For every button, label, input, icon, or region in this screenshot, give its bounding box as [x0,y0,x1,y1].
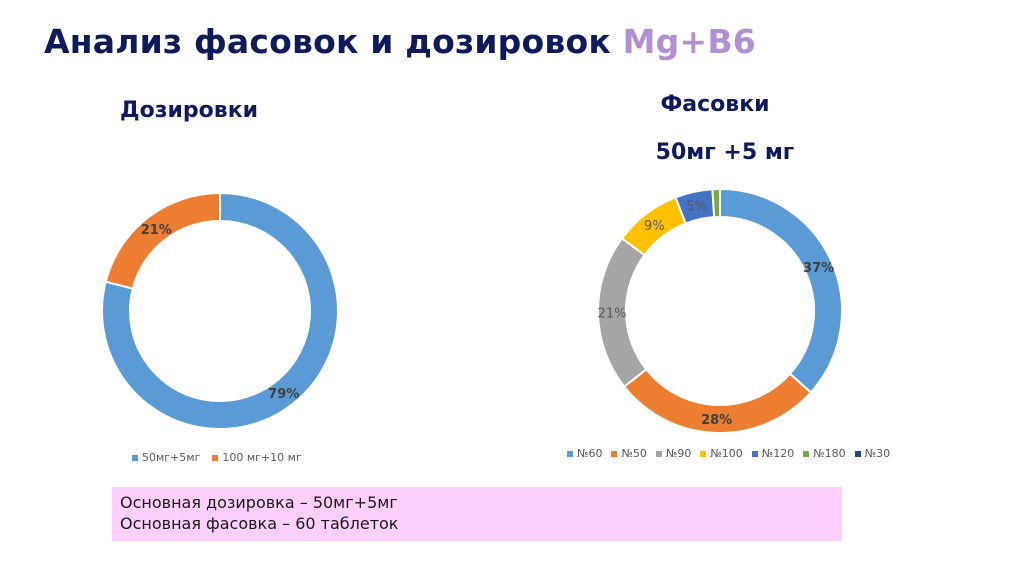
data-label--60: 37% [803,261,834,276]
legend-label--50: №50 [621,447,647,460]
legend-swatch-100-мг-10-мг [212,454,219,461]
legend-label-50мг-5мг: 50мг+5мг [142,451,201,464]
page-title-main: Анализ фасовок и дозировок [44,22,623,61]
slice--60 [719,187,843,394]
legend-label--90: №90 [665,447,692,460]
legend-item--50: №50 [611,447,647,460]
page-title-accent: Mg+B6 [622,22,756,61]
packaging-legend: №60 №50 №90 №100 №120 №180 №30 [567,447,899,460]
legend-swatch--50 [611,450,618,457]
dosage-chart-heading: Дозировки [120,98,259,123]
legend-item--100: №100 [700,447,743,460]
legend-swatch--120 [751,450,758,457]
legend-label--30: №30 [864,447,891,460]
summary-note-line-2: Основная фасовка – 60 таблеток [120,514,399,533]
legend-item-100-мг-10-мг: 100 мг+10 мг [212,451,302,464]
summary-note: Основная дозировка – 50мг+5мг Основная ф… [112,487,842,541]
legend-swatch--180 [803,450,810,457]
legend-item-50мг-5мг: 50мг+5мг [132,451,200,464]
legend-label--100: №100 [710,447,743,460]
data-label--100: 9% [644,219,665,234]
slice-100-мг-10-мг [104,191,221,290]
legend-label--60: №60 [577,447,603,460]
data-label--50: 28% [701,413,732,428]
legend-item--30: №30 [854,447,891,460]
data-label--90: 21% [598,307,627,322]
legend-item--180: №180 [803,447,846,460]
dosage-legend: 50мг+5мг 100 мг+10 мг [132,451,302,464]
legend-item--60: №60 [567,447,602,460]
legend-swatch-50мг-5мг [132,454,138,461]
legend-swatch--60 [567,450,573,457]
data-label--120: 5% [686,200,707,215]
legend-swatch--90 [655,450,662,457]
packaging-chart-subheading: 50мг +5 мг [655,140,795,165]
slice-50мг-5мг [101,191,339,430]
data-label-50мг-5мг: 79% [268,387,299,402]
packaging-chart-heading: Фасовки [660,92,770,117]
slice--180 [711,187,721,219]
summary-note-line-1: Основная дозировка – 50мг+5мг [120,493,398,512]
legend-label--120: №120 [761,447,795,460]
page-title: Анализ фасовок и дозировок Mg+B6 [44,22,756,61]
legend-label-100-мг-10-мг: 100 мг+10 мг [222,451,302,464]
legend-swatch--100 [700,450,707,457]
legend-swatch--30 [854,450,861,457]
legend-label--180: №180 [813,447,846,460]
legend-item--90: №90 [655,447,692,460]
legend-item--120: №120 [751,447,795,460]
data-label-100-мг-10-мг: 21% [141,223,172,238]
